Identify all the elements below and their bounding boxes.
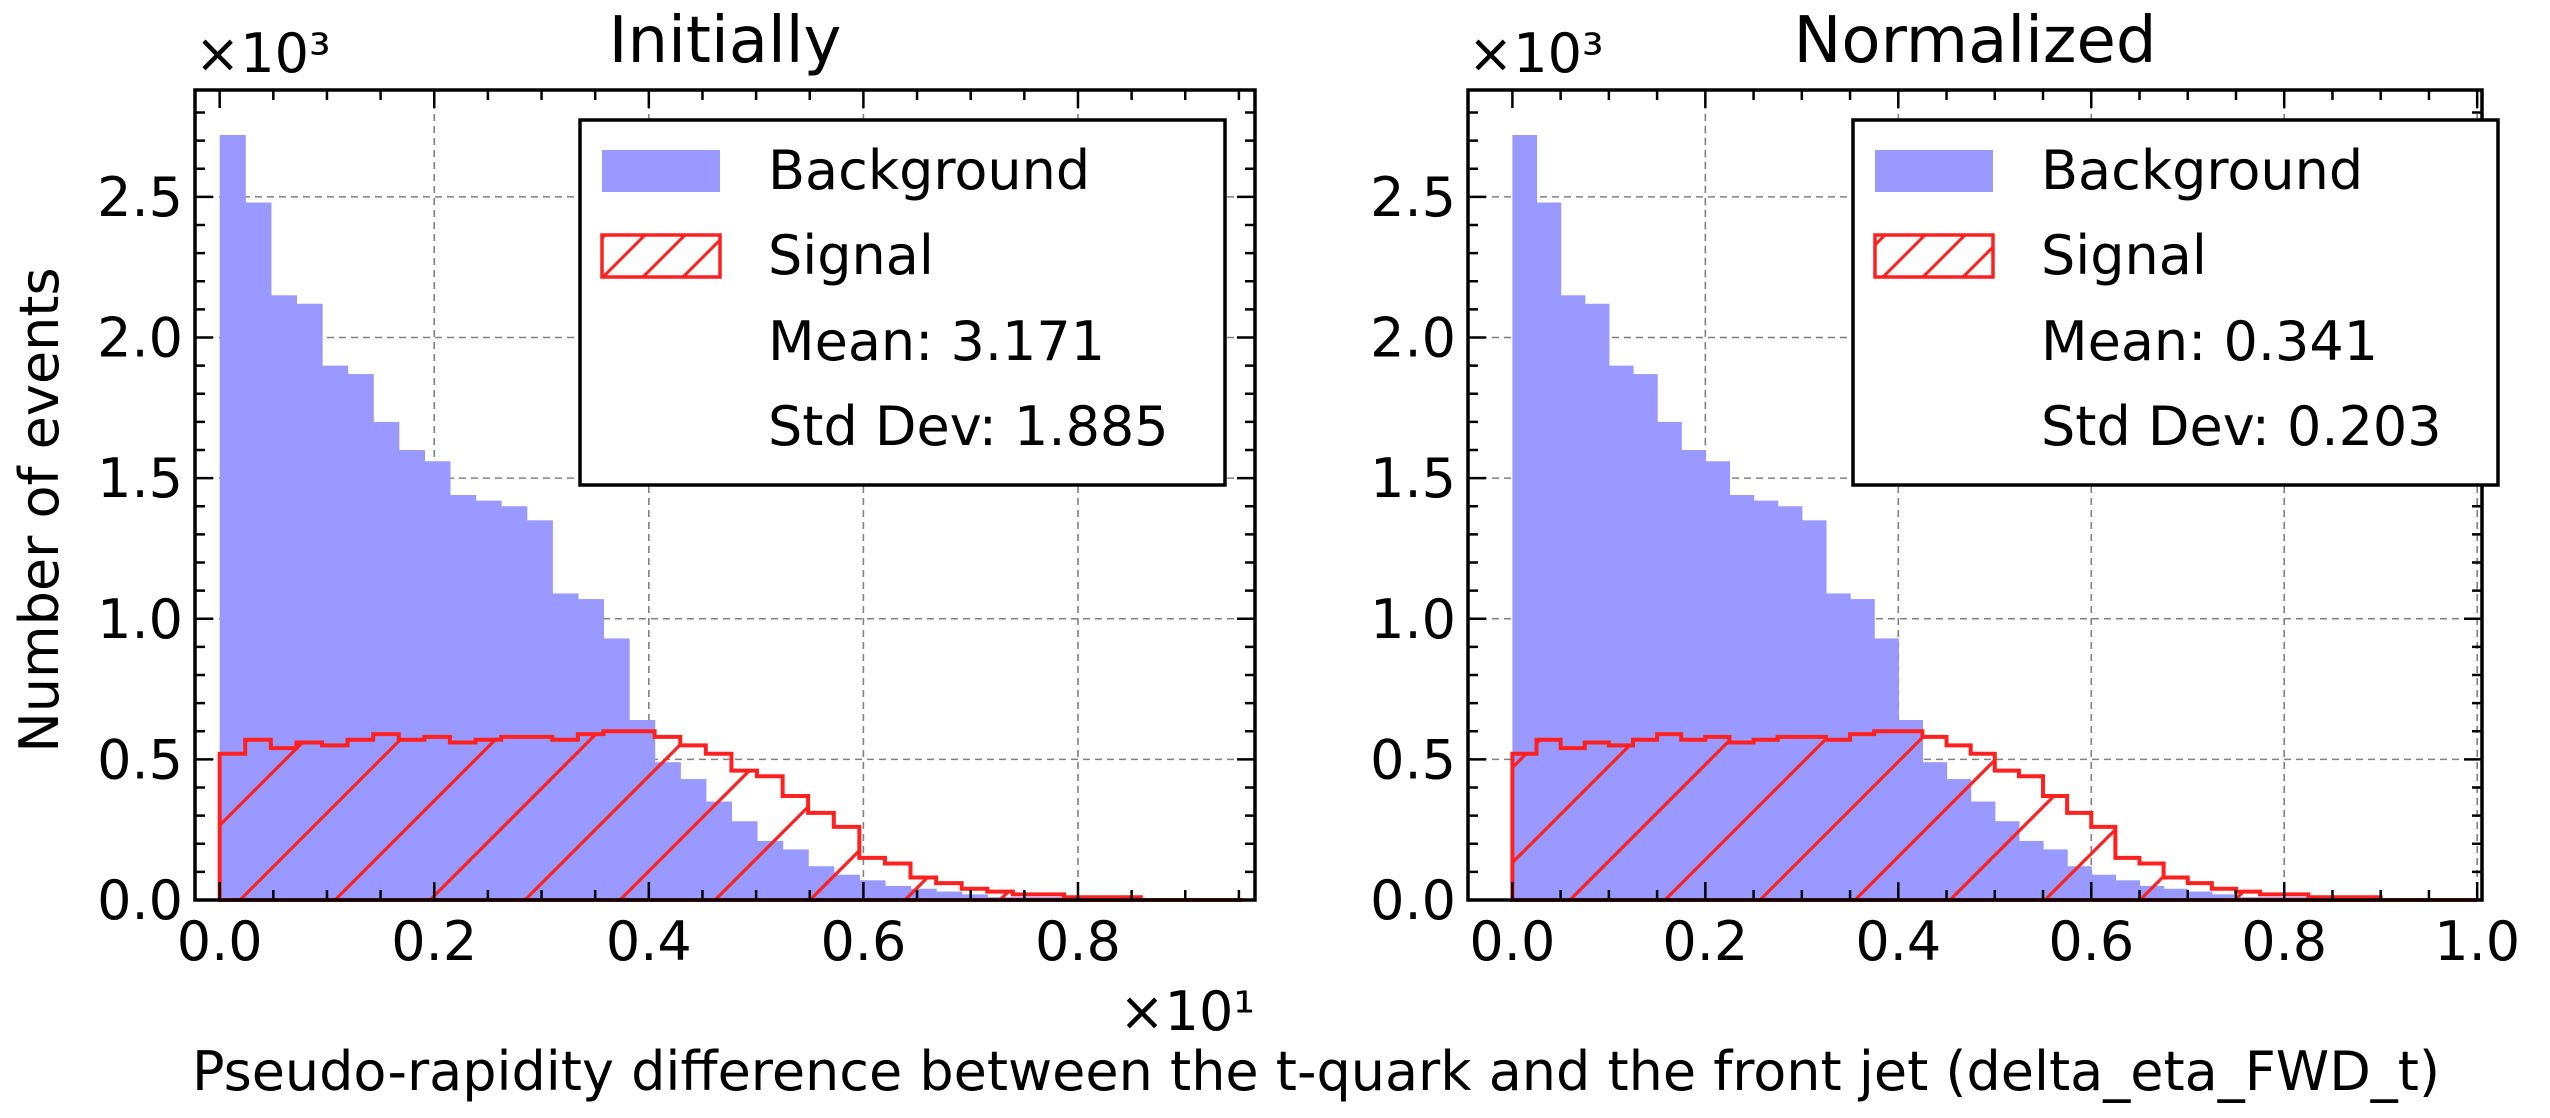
y-tick-label: 0.0	[1370, 869, 1456, 932]
legend-background-label: Background	[768, 139, 1090, 202]
y-tick-label: 2.5	[97, 166, 183, 229]
legend-std-text: Std Dev: 0.203	[2041, 395, 2442, 458]
y-tick-label: 1.0	[1370, 588, 1456, 651]
axes-frame	[1466, 88, 2484, 902]
y-tick-label: 1.5	[1370, 447, 1456, 510]
y-tick-label: 1.0	[97, 588, 183, 651]
legend-signal-swatch	[1873, 233, 1995, 279]
x-tick-label: 0.4	[606, 910, 692, 973]
y-tick-label: 0.5	[1370, 728, 1456, 791]
x-tick-label: 0.6	[820, 910, 906, 973]
x-tick-label: 0.0	[177, 910, 263, 973]
panel-normalized: 0.0 0.2 0.4 0.6 0.8 1.0 0.0 0.5 1.0 1.5 2.0 2.5 ×10³…	[1370, 4, 2520, 973]
y-axis-label: Number of events	[8, 267, 71, 752]
legend-background-swatch	[602, 150, 720, 192]
legend-background-swatch	[1875, 150, 1993, 192]
y-multiplier: ×10³	[195, 22, 331, 85]
y-tick-label: 2.5	[1370, 166, 1456, 229]
signal-hatch-fill	[219, 731, 1244, 900]
x-tick-label: 0.0	[1469, 910, 1555, 973]
x-multiplier: ×10¹	[1119, 980, 1255, 1043]
x-tick-label: 1.0	[2434, 910, 2520, 973]
x-tick-label: 0.2	[1662, 910, 1748, 973]
chart-title: Initially	[609, 4, 842, 78]
y-multiplier: ×10³	[1468, 22, 1604, 85]
legend-signal-swatch	[600, 233, 722, 279]
legend-signal-label: Signal	[768, 224, 934, 287]
legend-signal-label: Signal	[2041, 224, 2207, 287]
legend-std-text: Std Dev: 1.885	[768, 395, 1169, 458]
legend: Background Signal Mean: 3.171 Std Dev: 1.88…	[578, 118, 1227, 487]
x-tick-label: 0.2	[391, 910, 477, 973]
signal-hatch-fill	[1512, 731, 2478, 900]
signal-step-outline	[1510, 729, 2478, 902]
x-tick-label: 0.8	[2241, 910, 2327, 973]
chart-title: Normalized	[1794, 4, 2157, 78]
x-tick-label: 0.6	[2048, 910, 2134, 973]
x-tick-label: 0.4	[1855, 910, 1941, 973]
signal-step-outline	[217, 729, 1244, 902]
panel-initially: 0.0 0.2 0.4 0.6 0.8 0.0 0.5 1.0 1.5 2.0 2.5 ×10³ ×10…	[97, 4, 1257, 1043]
legend-background-label: Background	[2041, 139, 2363, 202]
x-axis-label: Pseudo-rapidity difference between the t…	[192, 1040, 2440, 1103]
y-tick-label: 2.0	[1370, 307, 1456, 370]
x-tick-label: 0.8	[1035, 910, 1121, 973]
legend: Background Signal Mean: 0.341 Std Dev: 0.20…	[1851, 118, 2500, 487]
y-tick-label: 0.0	[97, 869, 183, 932]
axes-frame	[193, 88, 1257, 902]
y-tick-label: 0.5	[97, 728, 183, 791]
y-tick-label: 1.5	[97, 447, 183, 510]
legend-mean-text: Mean: 3.171	[768, 310, 1105, 373]
y-tick-label: 2.0	[97, 307, 183, 370]
legend-mean-text: Mean: 0.341	[2041, 310, 2378, 373]
